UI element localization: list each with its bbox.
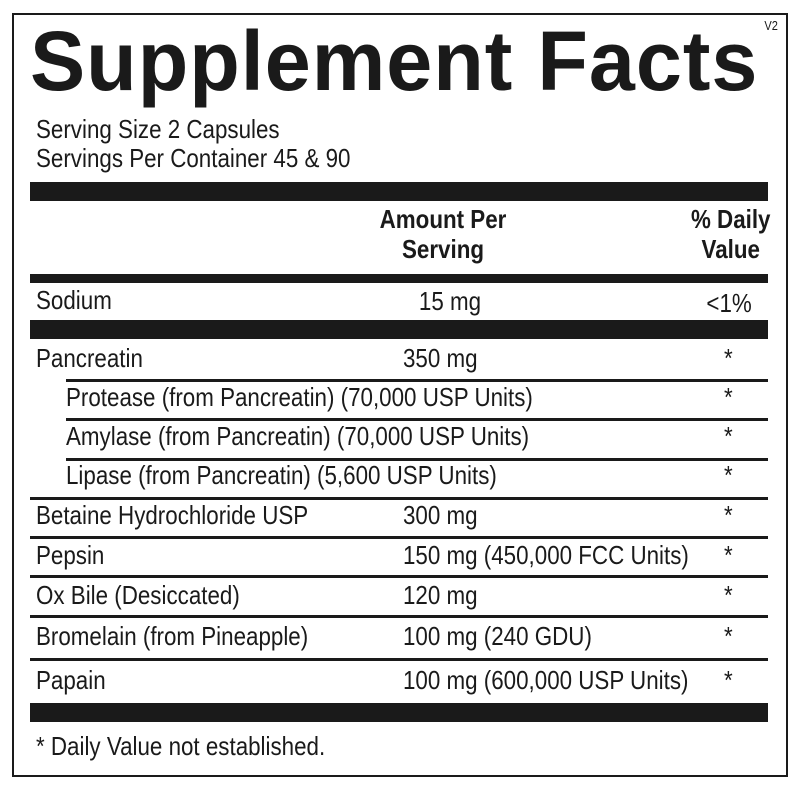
ingredient-dv: * [724,460,733,490]
ingredient-dv: * [724,421,733,451]
dv-header-1: % Daily [690,204,770,234]
ingredient-name: Ox Bile (Desiccated) [36,580,240,610]
ingredient-amount: 300 mg [403,500,478,530]
ingredient-name: Betaine Hydrochloride USP [36,500,309,530]
ingredient-amount: 350 mg [403,343,478,373]
ingredient-amount: 120 mg [403,580,478,610]
row-divider [66,458,768,461]
ingredient-name: Amylase (from Pancreatin) (70,000 USP Un… [66,421,530,451]
ingredient-dv: * [724,540,733,570]
row-divider [66,379,768,382]
ingredient-amount: 100 mg (600,000 USP Units) [403,665,689,695]
ingredient-amount: 150 mg (450,000 FCC Units) [403,540,689,570]
dv-header-2: Value [701,234,760,264]
row-divider [66,418,768,421]
ingredient-name: Bromelain (from Pineapple) [36,621,309,651]
sodium-dv: <1% [706,288,752,318]
row-divider [30,575,768,578]
medium-divider [30,274,768,283]
ingredient-name: Lipase (from Pancreatin) (5,600 USP Unit… [66,460,497,490]
ingredient-dv: * [724,500,733,530]
sodium-name: Sodium [36,285,112,315]
supplement-facts-panel [12,13,788,777]
thick-divider [30,320,768,339]
servings-per-container: Servings Per Container 45 & 90 [36,143,351,173]
ingredient-dv: * [724,621,733,651]
amount-header-2: Serving [401,234,485,264]
row-divider [30,615,768,618]
thick-divider [30,182,768,201]
ingredient-dv: * [724,580,733,610]
amount-header-1: Amount Per [379,204,507,234]
version-label: V2 [764,18,778,33]
row-divider [30,497,768,500]
footnote: * Daily Value not established. [36,731,326,761]
sodium-amount: 15 mg [418,286,482,316]
row-divider [30,658,768,661]
ingredient-dv: * [724,343,733,373]
panel-title: Supplement Facts [30,14,759,108]
thick-divider [30,703,768,722]
ingredient-name: Protease (from Pancreatin) (70,000 USP U… [66,382,533,412]
ingredient-dv: * [724,665,733,695]
ingredient-name: Papain [36,665,106,695]
ingredient-name: Pancreatin [36,343,143,373]
serving-size: Serving Size 2 Capsules [36,114,280,144]
ingredient-dv: * [724,382,733,412]
ingredient-name: Pepsin [36,540,105,570]
row-divider [30,536,768,539]
ingredient-amount: 100 mg (240 GDU) [403,621,592,651]
